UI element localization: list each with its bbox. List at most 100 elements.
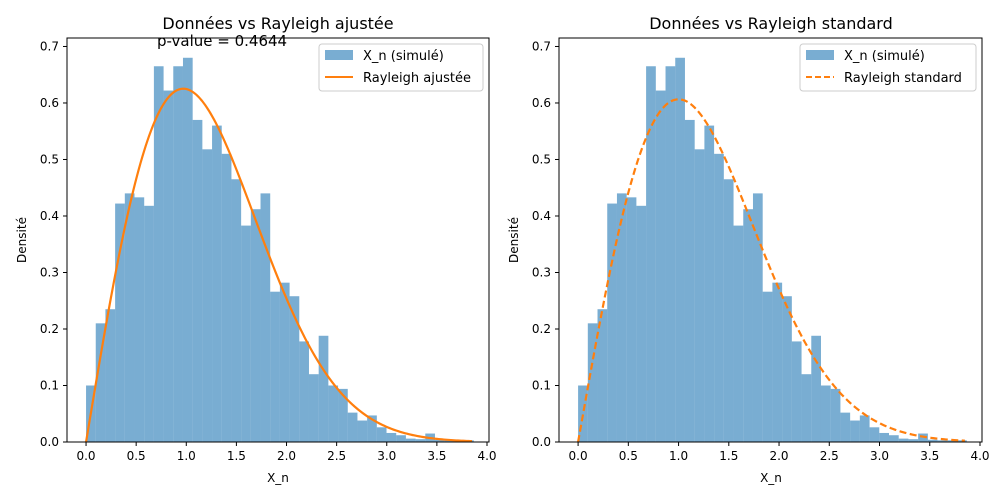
- histogram-bar: [279, 282, 290, 442]
- histogram-bars: [578, 57, 967, 443]
- x-tick-label: 2.5: [327, 449, 346, 463]
- histogram-bar: [733, 225, 744, 442]
- y-tick-label: 0.6: [532, 96, 551, 110]
- histogram-bar: [859, 415, 870, 442]
- histogram-bar: [328, 385, 339, 442]
- histogram-bar: [684, 119, 695, 443]
- legend: X_n (simulé) Rayleigh ajustée: [318, 43, 484, 92]
- plot-frame: [558, 37, 983, 443]
- histogram-bar: [714, 153, 724, 443]
- curve-layer: [84, 87, 472, 443]
- legend-box: [318, 43, 484, 92]
- histogram-bar: [270, 291, 280, 442]
- histogram-bar: [675, 57, 685, 443]
- x-tick-label: 0.0: [569, 449, 588, 463]
- subplot-right: Données vs Rayleigh standard X_n Densité…: [507, 14, 990, 485]
- histogram-bar: [694, 149, 705, 442]
- histogram-bar: [762, 291, 773, 442]
- histogram-bar: [221, 153, 232, 443]
- histogram-bar: [338, 388, 348, 442]
- legend-box: [799, 43, 977, 92]
- legend-label-histogram: X_n (simulé): [844, 49, 925, 64]
- y-tick-label: 0.7: [532, 39, 551, 53]
- histogram-bar: [241, 225, 251, 442]
- histogram-bar: [415, 439, 426, 442]
- histogram-bar: [115, 203, 125, 442]
- curve-layer: [577, 98, 965, 443]
- histogram-bar: [212, 125, 222, 443]
- legend-swatch-histogram: [806, 50, 834, 60]
- histogram-bar: [153, 66, 164, 443]
- y-tick-label: 0.0: [40, 435, 59, 449]
- histogram-bar: [752, 193, 763, 442]
- x-tick-label: 0.0: [76, 449, 95, 463]
- histogram-bar: [616, 193, 627, 442]
- histogram-bars: [86, 57, 474, 443]
- histogram-bar: [918, 433, 928, 442]
- y-tick-label: 0.2: [40, 322, 59, 336]
- y-tick-label: 0.6: [40, 96, 59, 110]
- histogram-bar: [289, 296, 300, 442]
- histogram-bar: [163, 90, 174, 442]
- histogram-bar: [386, 432, 397, 442]
- y-tick-label: 0.2: [532, 322, 551, 336]
- x-tick-label: 2.0: [277, 449, 296, 463]
- x-tick-label: 3.5: [920, 449, 939, 463]
- histogram-bar: [587, 323, 598, 442]
- histogram-bar: [231, 179, 242, 443]
- histogram-bar: [202, 149, 213, 442]
- x-tick-label: 3.0: [870, 449, 889, 463]
- chart-title: Données vs Rayleigh ajustée: [162, 14, 393, 33]
- histogram-bar: [820, 385, 831, 442]
- x-tick-label: 1.0: [669, 449, 688, 463]
- histogram-bar: [376, 427, 387, 442]
- histogram-bar: [182, 57, 193, 443]
- histogram-bar: [636, 205, 647, 442]
- histogram-bar: [607, 203, 617, 442]
- histogram-bar: [347, 412, 358, 442]
- y-axis-label: Densité: [15, 217, 29, 263]
- histogram-bar: [811, 335, 821, 442]
- histogram-bar: [173, 66, 183, 443]
- legend: X_n (simulé) Rayleigh standard: [799, 43, 977, 92]
- subplot-left: Données vs Rayleigh ajustée p-value = 0.…: [15, 14, 497, 485]
- x-tick-label: 1.5: [227, 449, 246, 463]
- histogram-bar: [646, 66, 656, 443]
- legend-swatch-histogram: [325, 50, 353, 60]
- histogram-bar: [889, 435, 899, 442]
- x-axis-label: X_n: [267, 471, 289, 485]
- legend-label-curve: Rayleigh standard: [844, 71, 962, 86]
- chart-title: Données vs Rayleigh standard: [649, 14, 893, 33]
- histogram-bar: [95, 323, 106, 442]
- histogram-bar: [260, 193, 271, 442]
- histogram-bar: [578, 385, 588, 442]
- rayleigh-curve: [84, 87, 472, 443]
- histogram-bar: [743, 209, 753, 442]
- histogram-bar: [308, 374, 319, 442]
- histogram-bar: [869, 427, 880, 442]
- histogram-bar: [927, 439, 938, 442]
- y-tick-label: 0.7: [40, 39, 59, 53]
- histogram-bar: [879, 432, 890, 442]
- histogram-bar: [434, 439, 445, 442]
- y-tick-label: 0.4: [40, 209, 59, 223]
- histogram-bar: [772, 282, 783, 442]
- histogram-bar: [299, 341, 309, 442]
- histogram-bar: [444, 440, 455, 442]
- x-tick-label: 0.5: [619, 449, 638, 463]
- y-tick-label: 0.4: [532, 209, 551, 223]
- histogram-bar: [405, 438, 416, 442]
- x-tick-label: 4.0: [477, 449, 496, 463]
- x-tick-label: 3.0: [377, 449, 396, 463]
- x-tick-label: 2.5: [820, 449, 839, 463]
- y-tick-label: 0.3: [40, 265, 59, 279]
- legend-label-histogram: X_n (simulé): [363, 49, 444, 64]
- x-tick-label: 1.0: [177, 449, 196, 463]
- histogram-bar: [723, 179, 734, 443]
- p-value-annotation: p-value = 0.4644: [157, 32, 287, 50]
- histogram-bar: [626, 197, 637, 442]
- histogram-bar: [134, 197, 145, 442]
- histogram-bar: [357, 420, 368, 442]
- histogram-bar: [124, 193, 135, 442]
